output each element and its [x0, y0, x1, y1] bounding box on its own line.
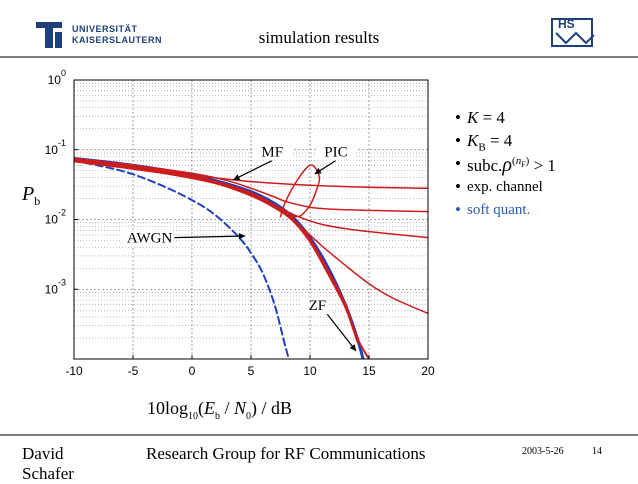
series-layer	[74, 157, 428, 359]
annotation-label-bg	[300, 297, 329, 315]
x-tick-label: 20	[421, 364, 435, 378]
x-axis-label: 10log10(Eb / N0) / dB	[147, 398, 292, 422]
hs-logo-text: HS	[558, 17, 575, 31]
bullet-subcarrier-snr: • subc.ρ(nF) > 1	[455, 154, 556, 176]
y-tick-label: 10-1	[45, 138, 66, 157]
y-tick-label: 10-2	[45, 208, 66, 227]
y-tick-label: 10-3	[45, 277, 66, 296]
bullet-dot: •	[455, 177, 461, 196]
x-tick-label: 5	[248, 364, 255, 378]
x-tick-label: 15	[362, 364, 376, 378]
annotation-arrowhead	[349, 344, 357, 352]
series-pic	[74, 158, 321, 218]
series-line-3	[74, 157, 428, 213]
annotation-arrowhead	[314, 167, 322, 174]
ber-chart: -10 -5 0 5 10 15 20 100 10-1 10-2 10-3 MF PIC AWGN ZF…	[21, 68, 435, 422]
bullet-kb: • KB = 4	[455, 131, 513, 154]
slide-title: simulation results	[258, 28, 380, 47]
bullet-quantization: • soft quant.	[455, 200, 531, 219]
annotation-label: AWGN	[127, 231, 173, 247]
bullet-dot: •	[455, 200, 461, 219]
annotation-label: ZF	[309, 298, 327, 314]
annotations: MF PIC AWGN ZF	[122, 143, 357, 352]
annotation-label-bg	[122, 229, 173, 247]
hs-logo: HS	[548, 16, 598, 52]
header-divider	[0, 56, 638, 58]
footer-date: 2003-5-26	[522, 446, 564, 457]
university-logo: UNIVERSITÄT KAISERSLAUTERN	[34, 18, 174, 52]
university-name-line1: UNIVERSITÄT	[72, 24, 138, 34]
annotation-arrow	[323, 309, 357, 352]
annotation-label-bg	[315, 143, 356, 161]
ticks: -10 -5 0 5 10 15 20 100 10-1 10-2 10-3	[45, 68, 435, 378]
annotation-label: PIC	[324, 145, 347, 161]
bullet-channel: • exp. channel	[455, 177, 543, 196]
grid	[73, 80, 429, 360]
annotation-label: MF	[261, 145, 283, 161]
x-tick-label: 10	[303, 364, 317, 378]
parameter-list: • K = 4 • KB = 4 • subc.ρ(nF) > 1 • exp.…	[455, 108, 635, 223]
x-tick-label: 0	[189, 364, 196, 378]
x-tick-label: -10	[65, 364, 83, 378]
bullet-dot: •	[455, 154, 461, 173]
university-name-line2: KAISERSLAUTERN	[72, 35, 163, 45]
bullet-dot: •	[455, 131, 461, 150]
bullet-dot: •	[455, 108, 461, 127]
footer-group: Research Group for RF Communications	[146, 444, 426, 463]
annotation-arrowhead	[233, 174, 241, 180]
annotation-label-bg	[252, 143, 293, 161]
y-tick-label: 100	[48, 68, 66, 87]
footer-page-number: 14	[592, 446, 602, 457]
y-axis-label: Pb	[21, 183, 40, 208]
annotation-arrow	[174, 235, 246, 239]
footer-author: David Schafer	[22, 444, 74, 483]
footer-divider	[0, 434, 638, 436]
university-logo-mark	[36, 22, 62, 48]
annotation-arrow	[233, 160, 273, 181]
hs-logo-shape	[551, 18, 595, 47]
x-tick-label: -5	[128, 364, 139, 378]
bullet-k: • K = 4	[455, 108, 505, 127]
annotation-arrowhead	[238, 232, 246, 240]
